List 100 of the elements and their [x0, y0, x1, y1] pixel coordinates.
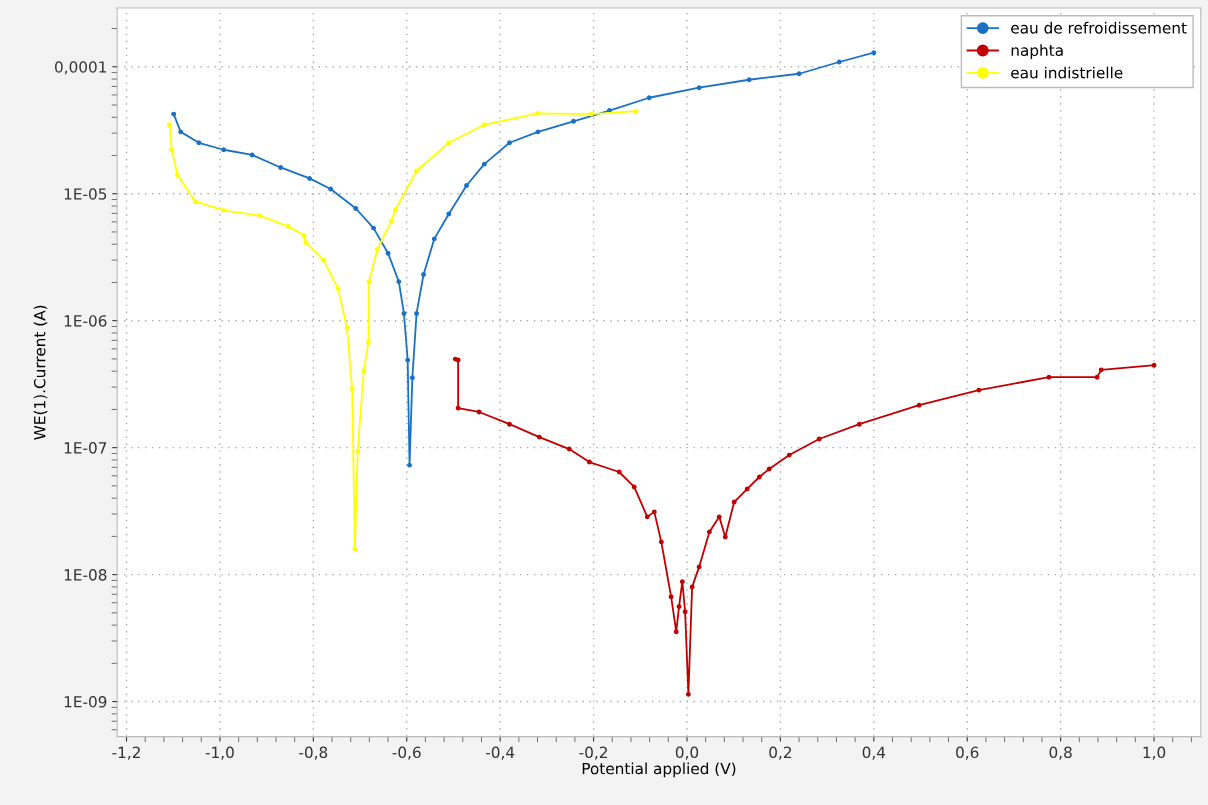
x-tick-label: -0,6: [392, 746, 421, 760]
y-tick-label: 1E-09: [64, 696, 107, 708]
point: [633, 108, 639, 114]
point: [169, 147, 175, 153]
x-tick-label: -0,8: [299, 746, 328, 760]
point: [679, 579, 685, 585]
y-tick-label: 1E-06: [64, 315, 107, 327]
point: [321, 257, 327, 263]
point: [335, 286, 341, 292]
point: [716, 514, 722, 520]
y-tick-label: 1E-05: [64, 188, 107, 200]
x-tick-label: 0,4: [862, 746, 886, 760]
point: [507, 140, 512, 146]
point: [355, 448, 361, 454]
point: [414, 168, 419, 174]
y-tick-label: 0,0001: [55, 61, 107, 75]
point: [366, 339, 371, 345]
y-axis-title: WE(1).Current (A): [33, 305, 48, 440]
point: [371, 225, 377, 231]
x-tick-label: 0,0: [675, 746, 699, 760]
point: [916, 402, 922, 408]
point: [616, 469, 622, 475]
point: [178, 129, 184, 135]
point: [446, 211, 452, 217]
point: [836, 59, 842, 65]
point: [257, 213, 263, 219]
point: [303, 240, 309, 245]
point: [658, 539, 664, 545]
point: [607, 108, 612, 113]
point: [668, 594, 674, 600]
point: [566, 446, 572, 452]
point: [535, 110, 541, 116]
point: [221, 147, 227, 153]
x-axis-title: Potential applied (V): [582, 762, 736, 778]
point: [196, 140, 202, 146]
point: [476, 409, 482, 415]
point: [766, 466, 772, 472]
point: [481, 122, 487, 128]
x-tick-label: -1,0: [205, 746, 234, 760]
point: [174, 172, 180, 178]
point: [171, 111, 177, 117]
point: [1098, 367, 1104, 373]
x-tick-label: -1,2: [112, 746, 140, 760]
point: [455, 405, 461, 411]
point: [816, 436, 822, 442]
point: [414, 311, 419, 316]
x-tick-label: -0,2: [579, 746, 607, 760]
x-tick-label: 1,0: [1143, 746, 1166, 760]
point: [192, 199, 198, 204]
point: [385, 250, 391, 256]
point: [167, 122, 172, 128]
point: [278, 165, 284, 170]
point: [249, 152, 255, 158]
x-tick-label: 0,8: [1049, 746, 1072, 760]
point: [682, 609, 688, 615]
point: [744, 486, 750, 492]
point: [731, 499, 737, 505]
point: [366, 279, 372, 285]
point: [1094, 374, 1100, 380]
point: [507, 421, 512, 427]
point: [696, 564, 702, 570]
point: [644, 514, 650, 520]
point: [722, 534, 728, 540]
point: [285, 223, 291, 229]
legend-label: naphta: [1011, 44, 1063, 60]
point: [349, 386, 355, 391]
point: [746, 77, 752, 83]
point: [535, 129, 541, 135]
point: [344, 325, 350, 331]
point: [685, 691, 691, 697]
point: [352, 546, 358, 552]
point: [374, 247, 380, 252]
point: [673, 629, 679, 635]
point: [353, 206, 359, 211]
point: [696, 85, 702, 91]
point: [871, 50, 877, 56]
legend-label: eau indistrielle: [1011, 66, 1123, 79]
point: [301, 232, 307, 238]
point: [676, 604, 682, 610]
point: [796, 71, 802, 77]
point: [407, 462, 412, 468]
point: [481, 161, 487, 167]
point: [409, 375, 415, 381]
point: [1046, 374, 1052, 380]
point: [706, 529, 712, 535]
x-tick-label: 0,2: [769, 746, 792, 760]
point: [631, 484, 637, 490]
point: [328, 186, 334, 192]
point: [588, 111, 594, 117]
x-tick-label: -0,4: [486, 746, 515, 760]
point: [431, 236, 437, 242]
point: [1151, 362, 1157, 368]
point: [307, 175, 313, 181]
point: [689, 584, 695, 590]
point: [586, 459, 592, 465]
point: [421, 272, 426, 277]
point: [405, 357, 411, 363]
point: [756, 474, 762, 480]
point: [361, 368, 367, 374]
point: [856, 421, 862, 427]
